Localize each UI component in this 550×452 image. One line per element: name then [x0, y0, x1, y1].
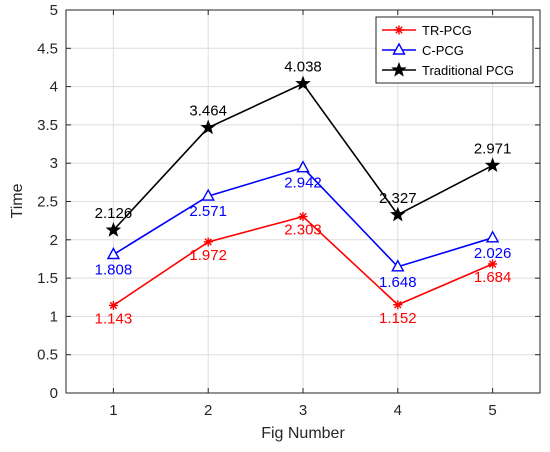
y-tick-label: 4.5	[37, 40, 58, 57]
data-point	[488, 259, 498, 269]
data-point	[106, 247, 121, 260]
data-point	[105, 221, 122, 237]
data-label: 2.126	[95, 205, 133, 222]
axis-ticks: 0 0.5 1 1.5 2 2.5 3 3.5 4 4.5 5 1 2 3 4 5	[37, 2, 540, 419]
y-tick-label: 0	[50, 385, 58, 402]
data-label: 2.942	[284, 175, 322, 192]
data-point	[391, 259, 405, 272]
data-point	[200, 119, 216, 135]
data-point	[201, 188, 215, 201]
y-axis-label: Time	[9, 183, 26, 218]
data-point	[295, 75, 311, 91]
legend-marker	[392, 42, 406, 55]
legend: TR-PCG C-PCG Traditional PCG	[375, 16, 534, 84]
data-labels: 1.143 1.972 2.303 1.152 1.684 1.808 2.571 2.942…	[95, 59, 512, 328]
data-label: 1.152	[379, 310, 417, 327]
x-tick-label: 3	[299, 402, 307, 419]
data-point	[484, 157, 501, 173]
data-label: 1.143	[95, 310, 133, 327]
data-label: 2.971	[474, 140, 512, 157]
y-tick-label: 3.5	[37, 117, 58, 134]
data-point	[296, 160, 310, 173]
x-tick-label: 5	[488, 402, 496, 419]
series-layer	[105, 75, 501, 310]
y-tick-label: 1.5	[37, 270, 58, 287]
legend-label: C-PCG	[422, 43, 464, 58]
data-label: 1.648	[379, 274, 417, 291]
data-point	[108, 300, 118, 310]
x-axis-label: Fig Number	[261, 425, 345, 442]
y-tick-label: 2.5	[37, 194, 58, 211]
legend-label: Traditional PCG	[422, 63, 514, 78]
data-label: 2.026	[474, 245, 512, 262]
data-point	[485, 230, 500, 243]
y-tick-label: 4	[50, 79, 58, 96]
legend-marker	[391, 61, 407, 77]
legend-label: TR-PCG	[422, 23, 472, 38]
data-label: 2.327	[379, 190, 417, 207]
data-point	[393, 300, 403, 310]
data-point	[390, 206, 406, 222]
data-label: 1.684	[474, 269, 512, 286]
x-tick-label: 1	[109, 402, 117, 419]
data-label: 1.808	[95, 262, 133, 279]
data-label: 3.464	[189, 103, 227, 120]
data-point	[298, 212, 308, 222]
y-tick-label: 0.5	[37, 347, 58, 364]
data-point	[203, 237, 213, 247]
y-tick-label: 2	[50, 232, 58, 249]
data-label: 2.303	[284, 222, 322, 239]
legend-marker	[394, 25, 404, 35]
y-tick-label: 3	[50, 155, 58, 172]
x-tick-label: 4	[394, 402, 402, 419]
data-label: 1.972	[189, 247, 227, 264]
data-label: 4.038	[284, 59, 322, 76]
x-tick-label: 2	[204, 402, 212, 419]
y-tick-label: 5	[50, 2, 58, 19]
y-tick-label: 1	[50, 308, 58, 325]
data-label: 2.571	[189, 203, 227, 220]
